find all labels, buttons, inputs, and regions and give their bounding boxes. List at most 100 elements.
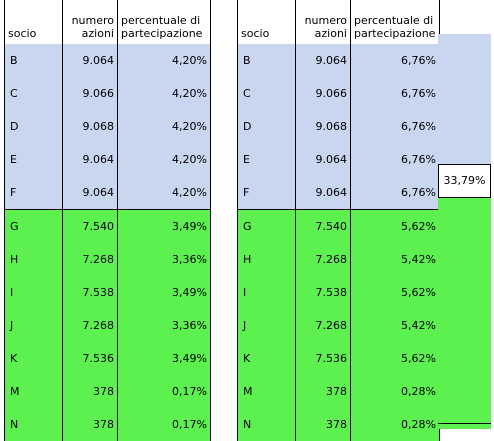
header-percentuale-line1: percentuale di [121, 14, 201, 27]
cell-percentuale[interactable]: 6,76% [350, 143, 440, 176]
cell-azioni[interactable]: 9.064 [62, 176, 118, 210]
cell-percentuale[interactable]: 0,28% [350, 408, 440, 441]
header-percentuale[interactable]: percentuale di partecipazione [117, 0, 211, 44]
table-row: E 9.064 4,20% [4, 143, 211, 176]
cell-percentuale[interactable]: 4,20% [117, 77, 211, 110]
table-row: D 9.068 4,20% [4, 110, 211, 143]
cell-socio[interactable]: C [237, 77, 296, 110]
cell-azioni[interactable]: 9.064 [295, 176, 351, 210]
cell-socio[interactable]: D [4, 110, 63, 143]
cell-border-line [438, 423, 491, 424]
table-row: K 7.536 5,62% [237, 342, 440, 375]
cell-percentuale[interactable]: 3,36% [117, 243, 211, 276]
cell-percentuale[interactable]: 3,49% [117, 342, 211, 375]
table-row: G 7.540 3,49% [4, 209, 211, 243]
cell-percentuale[interactable]: 0,28% [350, 375, 440, 408]
cell-socio[interactable]: M [237, 375, 296, 408]
cell-azioni[interactable]: 378 [295, 375, 351, 408]
cell-azioni[interactable]: 7.268 [295, 243, 351, 276]
cell-azioni[interactable]: 7.536 [295, 342, 351, 375]
group-a-fill-cell[interactable] [438, 34, 491, 164]
cell-percentuale[interactable]: 4,20% [117, 44, 211, 77]
cell-azioni[interactable]: 7.538 [62, 276, 118, 309]
cell-socio[interactable]: J [237, 309, 296, 342]
header-percentuale-line2: partecipazione [121, 27, 203, 40]
cell-percentuale[interactable]: 4,20% [117, 176, 211, 210]
header-percentuale[interactable]: percentuale di partecipazione [350, 0, 440, 44]
table-row: N 378 0,17% [4, 408, 211, 441]
header-socio[interactable]: socio [4, 0, 63, 44]
cell-azioni[interactable]: 9.064 [295, 143, 351, 176]
cell-azioni[interactable]: 7.268 [62, 243, 118, 276]
cell-azioni[interactable]: 7.540 [295, 209, 351, 243]
cell-percentuale[interactable]: 4,20% [117, 110, 211, 143]
cell-percentuale[interactable]: 5,42% [350, 243, 440, 276]
cell-percentuale[interactable]: 6,76% [350, 44, 440, 77]
cell-azioni[interactable]: 7.268 [295, 309, 351, 342]
header-numero-azioni[interactable]: numero azioni [295, 0, 351, 44]
cell-azioni[interactable]: 7.540 [62, 209, 118, 243]
cell-socio[interactable]: K [237, 342, 296, 375]
table-row: F 9.064 4,20% [4, 176, 211, 210]
cell-socio[interactable]: H [4, 243, 63, 276]
table-row: N 378 0,28% [237, 408, 440, 441]
cell-socio[interactable]: H [237, 243, 296, 276]
cell-azioni[interactable]: 9.068 [295, 110, 351, 143]
header-numero-azioni-line1: numero [304, 14, 347, 27]
cell-azioni[interactable]: 378 [295, 408, 351, 441]
cell-socio[interactable]: K [4, 342, 63, 375]
cell-socio[interactable]: G [4, 209, 63, 243]
cell-socio[interactable]: C [4, 77, 63, 110]
cell-percentuale[interactable]: 3,49% [117, 209, 211, 243]
cell-azioni[interactable]: 9.064 [62, 44, 118, 77]
table-row: D 9.068 6,76% [237, 110, 440, 143]
cell-azioni[interactable]: 9.066 [62, 77, 118, 110]
cell-percentuale[interactable]: 3,36% [117, 309, 211, 342]
table-row: M 378 0,17% [4, 375, 211, 408]
header-numero-azioni[interactable]: numero azioni [62, 0, 118, 44]
cell-azioni[interactable]: 7.538 [295, 276, 351, 309]
cell-socio[interactable]: E [237, 143, 296, 176]
cell-socio[interactable]: B [237, 44, 296, 77]
cell-percentuale[interactable]: 4,20% [117, 143, 211, 176]
group-total-cell[interactable]: 33,79% [438, 164, 491, 198]
cell-percentuale[interactable]: 6,76% [350, 176, 440, 210]
cell-azioni[interactable]: 378 [62, 375, 118, 408]
table-row: G 7.540 5,62% [237, 209, 440, 243]
cell-socio[interactable]: E [4, 143, 63, 176]
cell-socio[interactable]: D [237, 110, 296, 143]
cell-percentuale[interactable]: 3,49% [117, 276, 211, 309]
cell-socio[interactable]: I [237, 276, 296, 309]
left-shareholder-table: socio numero azioni percentuale di parteci… [4, 0, 211, 441]
cell-azioni[interactable]: 9.068 [62, 110, 118, 143]
cell-azioni[interactable]: 7.536 [62, 342, 118, 375]
cell-socio[interactable]: J [4, 309, 63, 342]
cell-socio[interactable]: F [237, 176, 296, 210]
cell-percentuale[interactable]: 5,62% [350, 276, 440, 309]
cell-socio[interactable]: M [4, 375, 63, 408]
cell-azioni[interactable]: 9.066 [295, 77, 351, 110]
cell-socio[interactable]: I [4, 276, 63, 309]
cell-percentuale[interactable]: 6,76% [350, 110, 440, 143]
cell-socio[interactable]: B [4, 44, 63, 77]
cell-azioni[interactable]: 9.064 [295, 44, 351, 77]
cell-azioni[interactable]: 7.268 [62, 309, 118, 342]
cell-percentuale[interactable]: 5,62% [350, 209, 440, 243]
cell-socio[interactable]: F [4, 176, 63, 210]
group-b-fill-cell[interactable] [438, 198, 491, 429]
cell-socio[interactable]: N [237, 408, 296, 441]
header-socio[interactable]: socio [237, 0, 296, 44]
cell-azioni[interactable]: 9.064 [62, 143, 118, 176]
table-row: E 9.064 6,76% [237, 143, 440, 176]
cell-socio[interactable]: N [4, 408, 63, 441]
cell-percentuale[interactable]: 5,42% [350, 309, 440, 342]
cell-percentuale[interactable]: 6,76% [350, 77, 440, 110]
cell-percentuale[interactable]: 0,17% [117, 375, 211, 408]
table-row: J 7.268 5,42% [237, 309, 440, 342]
cell-percentuale[interactable]: 5,62% [350, 342, 440, 375]
cell-percentuale[interactable]: 0,17% [117, 408, 211, 441]
cell-azioni[interactable]: 378 [62, 408, 118, 441]
table-row: M 378 0,28% [237, 375, 440, 408]
cell-socio[interactable]: G [237, 209, 296, 243]
table-row: H 7.268 3,36% [4, 243, 211, 276]
